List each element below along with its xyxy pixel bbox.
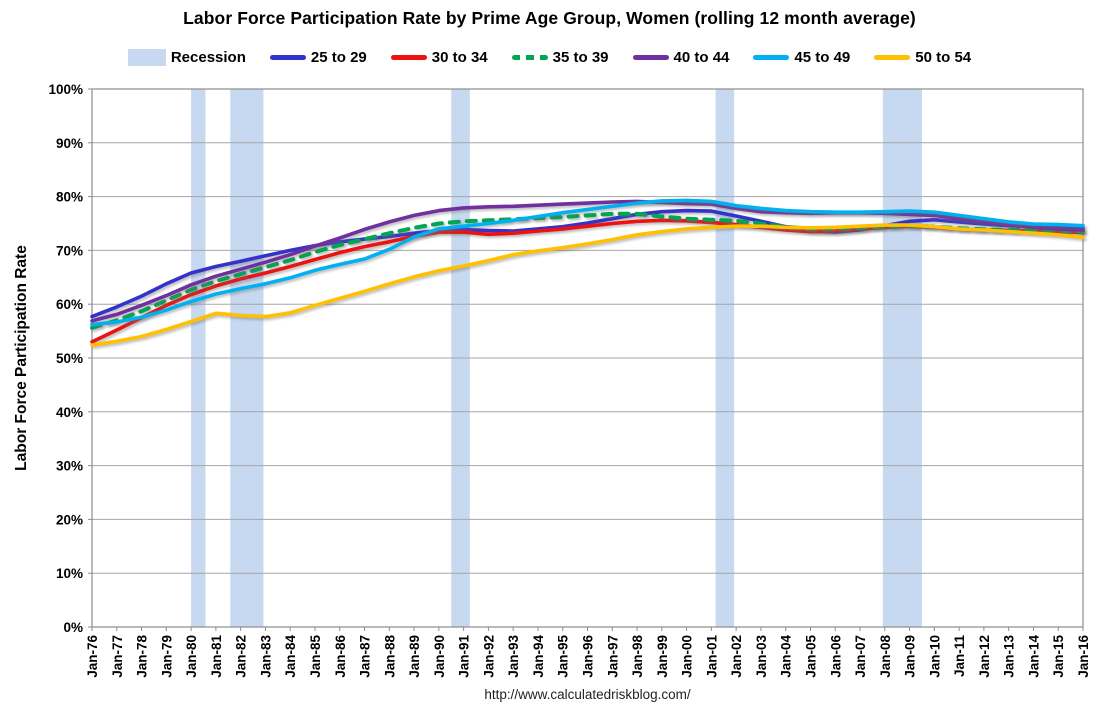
series-line-50-to-54 bbox=[90, 223, 1085, 347]
source-url: http://www.calculatedriskblog.com/ bbox=[484, 687, 691, 702]
x-tick-label: Jan-78 bbox=[135, 635, 150, 678]
x-tick-label: Jan-84 bbox=[283, 635, 298, 678]
series-line-40-to-44 bbox=[90, 199, 1085, 323]
x-tick-label: Jan-95 bbox=[556, 635, 571, 678]
x-tick-label: Jan-05 bbox=[803, 635, 818, 678]
legend-item-recession: Recession bbox=[127, 48, 246, 66]
x-tick-label: Jan-93 bbox=[506, 635, 521, 678]
x-tick-label: Jan-80 bbox=[184, 635, 199, 678]
x-tick-label: Jan-89 bbox=[407, 635, 422, 678]
x-tick-label: Jan-13 bbox=[1002, 635, 1017, 678]
x-tick-label: Jan-01 bbox=[704, 635, 719, 678]
legend-label: 50 to 54 bbox=[915, 48, 972, 66]
legend-item-45-49: 45 to 49 bbox=[753, 49, 850, 66]
x-tick-label: Jan-92 bbox=[481, 635, 496, 678]
legend-item-25-29: 25 to 29 bbox=[269, 48, 367, 66]
y-tick-label: 70% bbox=[56, 243, 83, 258]
x-tick-label: Jan-77 bbox=[110, 635, 125, 678]
x-tick-label: Jan-00 bbox=[680, 635, 695, 678]
x-tick-label: Jan-11 bbox=[952, 635, 967, 678]
x-tick-label: Jan-94 bbox=[531, 635, 546, 678]
x-tick-label: Jan-14 bbox=[1026, 635, 1041, 678]
x-tick-label: Jan-10 bbox=[927, 635, 942, 678]
legend: Recession 25 to 29 30 to 34 35 to 39 40 … bbox=[0, 44, 1099, 70]
y-tick-label: 50% bbox=[56, 351, 83, 366]
x-tick-label: Jan-76 bbox=[85, 635, 100, 678]
x-tick-label: Jan-79 bbox=[159, 635, 174, 678]
y-axis-title: Labor Force Participation Rate bbox=[13, 245, 30, 471]
legend-item-40-44: 40 to 44 bbox=[632, 48, 730, 66]
x-tick-label: Jan-96 bbox=[581, 635, 596, 678]
x-tick-label: Jan-04 bbox=[779, 635, 794, 678]
series-dashed-line-swatch bbox=[511, 54, 548, 60]
legend-label: Recession bbox=[170, 48, 246, 66]
x-tick-label: Jan-02 bbox=[729, 635, 744, 678]
x-tick-label: Jan-97 bbox=[605, 635, 620, 678]
series-line-swatch bbox=[874, 54, 911, 60]
y-tick-label: 10% bbox=[56, 566, 83, 581]
x-tick-label: Jan-88 bbox=[382, 635, 397, 678]
legend-label: 25 to 29 bbox=[310, 48, 367, 66]
x-tick-label: Jan-09 bbox=[903, 635, 918, 678]
x-tick-label: Jan-86 bbox=[333, 635, 348, 678]
legend-label: 45 to 49 bbox=[794, 48, 851, 66]
y-tick-label: 100% bbox=[48, 82, 83, 97]
x-tick-label: Jan-99 bbox=[655, 635, 670, 678]
y-tick-label: 90% bbox=[56, 136, 83, 151]
x-tick-label: Jan-90 bbox=[432, 635, 447, 678]
legend-label: 30 to 34 bbox=[431, 48, 488, 66]
legend-label: 35 to 39 bbox=[552, 48, 609, 66]
y-tick-label: 20% bbox=[56, 512, 83, 527]
x-tick-label: Jan-08 bbox=[878, 635, 893, 678]
series-line-swatch bbox=[269, 54, 306, 60]
x-tick-label: Jan-15 bbox=[1051, 635, 1066, 678]
x-tick-label: Jan-82 bbox=[234, 635, 249, 678]
series-line-swatch bbox=[753, 54, 790, 60]
x-tick-label: Jan-16 bbox=[1076, 635, 1091, 678]
series-line-swatch bbox=[632, 54, 669, 60]
y-tick-label: 0% bbox=[63, 620, 83, 635]
legend-item-35-39: 35 to 39 bbox=[511, 48, 609, 66]
x-tick-label: Jan-98 bbox=[630, 635, 645, 678]
y-tick-label: 80% bbox=[56, 190, 83, 205]
legend-item-50-54: 50 to 54 bbox=[874, 49, 971, 66]
x-tick-label: Jan-07 bbox=[853, 635, 868, 678]
chart-title: Labor Force Participation Rate by Prime … bbox=[183, 8, 916, 28]
recession-swatch bbox=[127, 48, 166, 66]
x-tick-label: Jan-83 bbox=[258, 635, 273, 678]
y-tick-label: 30% bbox=[56, 459, 83, 474]
x-tick-label: Jan-91 bbox=[457, 635, 472, 678]
x-tick-label: Jan-03 bbox=[754, 635, 769, 678]
x-tick-label: Jan-81 bbox=[209, 635, 224, 678]
y-tick-label: 60% bbox=[56, 297, 83, 312]
x-tick-label: Jan-12 bbox=[977, 635, 992, 678]
legend-label: 40 to 44 bbox=[673, 48, 730, 66]
x-tick-label: Jan-85 bbox=[308, 635, 323, 678]
x-tick-label: Jan-87 bbox=[358, 635, 373, 678]
y-tick-label: 40% bbox=[56, 405, 83, 420]
series-line-swatch bbox=[390, 54, 427, 60]
x-tick-label: Jan-06 bbox=[828, 635, 843, 678]
legend-item-30-34: 30 to 34 bbox=[390, 48, 488, 66]
series-line-25-to-29 bbox=[90, 208, 1085, 319]
series-line-45-to-49 bbox=[90, 198, 1085, 327]
